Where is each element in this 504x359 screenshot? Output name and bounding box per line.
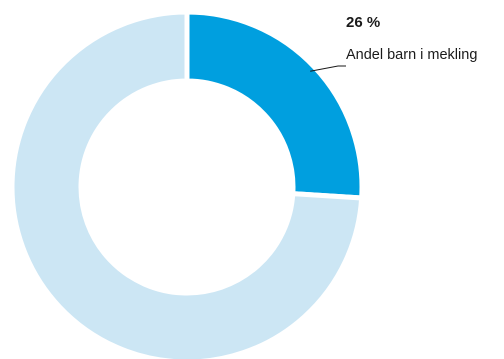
callout-label: Andel barn i mekling (346, 47, 477, 63)
callout-leader-line (310, 65, 346, 72)
donut-slices (9, 9, 365, 359)
donut-slice-0 (184, 9, 365, 201)
callout-value: 26 % (346, 14, 380, 31)
donut-slice-1 (9, 9, 365, 359)
